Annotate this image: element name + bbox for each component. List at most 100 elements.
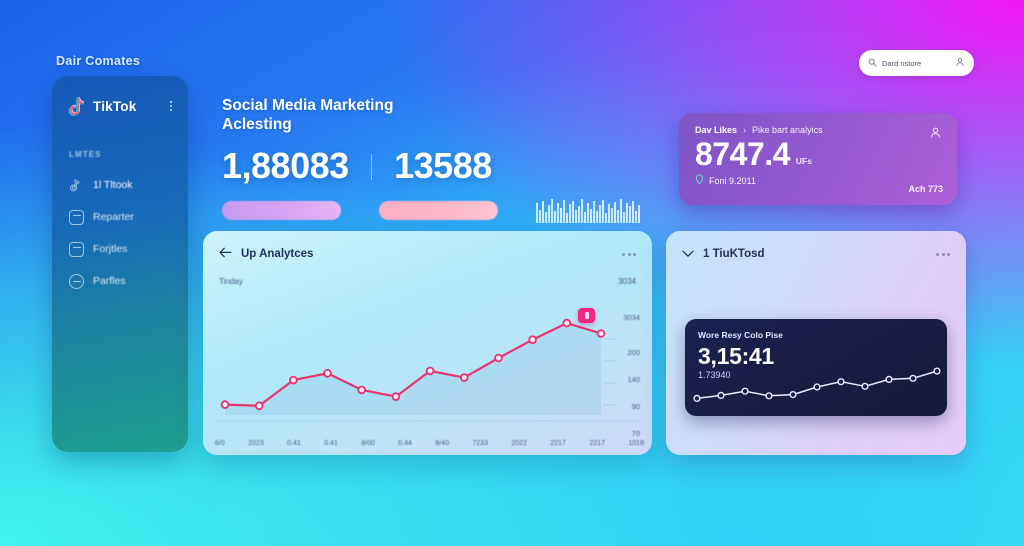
chart-data-point[interactable] <box>596 329 606 338</box>
sidebar-item-label: Forjtles <box>93 243 128 255</box>
chart-y-tick: 140 <box>627 375 640 384</box>
sparkline-data-point[interactable] <box>789 390 797 399</box>
breadcrumb: Dav Likes › Pike bart analyics <box>695 125 941 135</box>
chart-x-tick: 0.41 <box>287 440 301 447</box>
breadcrumb-item-2[interactable]: Pike bart analyics <box>752 125 823 135</box>
chart-area-fill <box>225 323 601 415</box>
hero-metric-b: 13588 <box>394 145 492 186</box>
sparkline-data-point[interactable] <box>861 382 869 390</box>
sidebar-section-heading: LMTES <box>69 150 102 159</box>
chart-y-tick: 200 <box>627 348 640 357</box>
secondary-panel: 1 TiuKTosd Wore Resy Colo Pise 3,15:41 1… <box>666 231 966 455</box>
search-bar[interactable]: Dard nstore <box>859 50 974 76</box>
chart-x-tick: 2022 <box>511 440 527 447</box>
chart-y-axis: 3034 200 140 90 70 <box>608 313 640 438</box>
chart-data-point[interactable] <box>323 369 332 378</box>
dark-metric-card[interactable]: Wore Resy Colo Pise 3,15:41 1.73940 <box>685 319 947 416</box>
chart-data-point[interactable] <box>494 353 503 363</box>
search-icon <box>868 54 877 72</box>
secondary-panel-title: 1 TiuKTosd <box>703 248 765 260</box>
sparkline-data-point[interactable] <box>885 375 893 384</box>
chart-card-header: Up Analytces <box>203 231 652 263</box>
dark-card-subvalue: 1.73940 <box>698 370 731 380</box>
stat-badge: Ach 773 <box>908 184 943 194</box>
progress-pill-purple <box>222 200 341 220</box>
sidebar-brand-label: TikTok <box>93 98 137 114</box>
stat-card[interactable]: Dav Likes › Pike bart analyics 8747.4 UF… <box>679 113 957 205</box>
chart-x-tick: 7233 <box>472 440 488 447</box>
chart-data-point[interactable] <box>220 400 230 409</box>
breadcrumb-item-1[interactable]: Dav Likes <box>695 125 738 135</box>
stat-value: 8747.4 <box>695 136 790 172</box>
sidebar-brand[interactable]: TikTok <box>52 92 188 120</box>
chart-data-point[interactable] <box>528 335 537 345</box>
chevron-right-icon: › <box>743 125 747 135</box>
hero-pill-row <box>222 197 646 223</box>
secondary-panel-header: 1 TiuKTosd <box>666 231 966 263</box>
chart-y-tick: 70 <box>631 429 640 438</box>
person-icon[interactable] <box>955 54 965 72</box>
barcode-graphic <box>536 197 646 223</box>
sparkline-data-point[interactable] <box>717 391 725 400</box>
chart-data-point[interactable] <box>254 401 264 411</box>
sidebar-item-label: 1l Tltook <box>93 179 133 191</box>
chart-x-tick: 2023 <box>248 440 264 447</box>
search-input[interactable]: Dard nstore <box>882 58 922 68</box>
line-chart-svg <box>215 318 641 422</box>
sparkline-svg <box>693 367 941 403</box>
sidebar-item-reparter[interactable]: Reparter <box>52 201 188 233</box>
sidebar-item-label: Reparter <box>93 211 134 223</box>
stat-footer-text: Foni 9.2011 <box>709 175 756 186</box>
chart-peak-tooltip-badge[interactable] <box>578 308 595 323</box>
chart-data-point[interactable] <box>357 385 367 395</box>
chart-x-tick: 0.41 <box>324 440 338 447</box>
sparkline-data-point[interactable] <box>837 378 845 386</box>
sidebar-item-parfles[interactable]: Parfles <box>52 265 188 297</box>
hero-title-line1: Social Media Marketing <box>222 97 394 114</box>
page-title: Dair Comates <box>56 54 141 68</box>
sidebar-item-tiktok[interactable]: 1l Tltook <box>52 169 188 201</box>
more-horizontal-icon[interactable] <box>622 252 636 256</box>
sparkline-data-point[interactable] <box>933 367 941 375</box>
sparkline-data-point[interactable] <box>909 374 917 382</box>
analytics-chart-card: Up Analytces Tinday 3034 3034 200 140 90 70 … <box>203 231 652 455</box>
report-card-icon <box>69 209 84 225</box>
more-horizontal-icon[interactable] <box>936 252 950 256</box>
chart-total-value: 3034 <box>618 277 636 286</box>
tiktok-note-icon <box>68 96 85 116</box>
chart-data-point[interactable] <box>459 373 469 382</box>
chart-x-tick: 0.44 <box>398 440 412 447</box>
chevron-down-icon[interactable] <box>682 245 694 263</box>
person-icon[interactable] <box>929 126 942 144</box>
stat-value-row: 8747.4 UFs <box>695 137 941 171</box>
chart-period-label: Tinday <box>219 277 243 286</box>
sidebar-item-label: Parfles <box>93 275 126 287</box>
arrow-left-icon[interactable] <box>219 245 232 263</box>
chart-line <box>223 322 603 407</box>
tiktok-icon <box>69 178 84 193</box>
metric-divider <box>370 154 373 180</box>
chart-x-tick: 2217 <box>550 440 566 447</box>
sparkline-data-point[interactable] <box>765 392 773 400</box>
more-vertical-icon[interactable] <box>170 101 174 111</box>
chart-x-axis: 6/0 2023 0.41 0.41 8/00 0.44 6/40 7233 2022 2217 2… <box>215 440 644 447</box>
sidebar-item-forjtles[interactable]: Forjtles <box>52 233 188 265</box>
stat-unit: UFs <box>795 156 812 166</box>
chart-data-point[interactable] <box>391 392 401 401</box>
hero-section: Social Media Marketing Aclesting 1,88083… <box>222 96 646 223</box>
sparkline-data-point[interactable] <box>693 394 701 403</box>
chart-x-tick: 2217 <box>589 440 605 447</box>
sparkline-data-point[interactable] <box>741 387 749 395</box>
chart-x-tick: 6/0 <box>215 440 225 447</box>
chart-y-tick: 90 <box>631 402 640 411</box>
chart-plot-area: 3034 200 140 90 70 6/0 2023 0.41 0.41 8/00 0.44 6/… <box>203 305 652 455</box>
chart-data-point[interactable] <box>425 366 435 376</box>
hero-metrics: 1,88083 13588 <box>222 147 646 185</box>
chart-x-tick: 8/00 <box>361 440 375 447</box>
chart-data-point[interactable] <box>289 375 298 385</box>
progress-pill-pink <box>379 200 498 220</box>
sparkline-data-point[interactable] <box>813 383 821 391</box>
chart-data-point[interactable] <box>562 318 572 328</box>
sidebar: TikTok LMTES 1l Tltook Reparter Forjtles… <box>52 76 188 452</box>
